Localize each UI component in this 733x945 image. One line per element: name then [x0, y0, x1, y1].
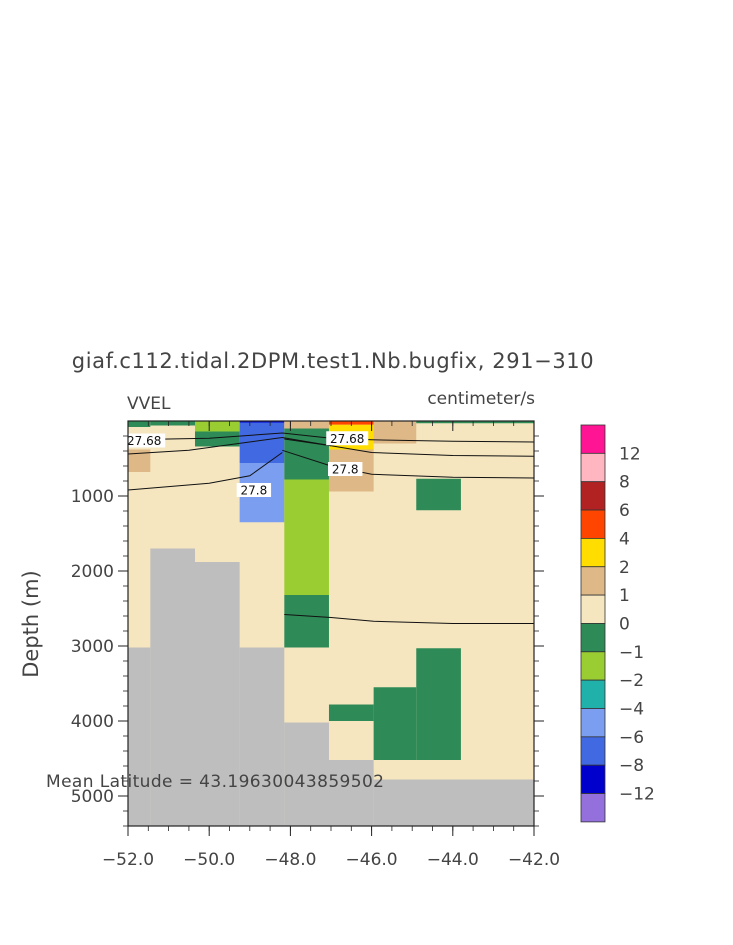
velocity-cell-21 — [328, 704, 374, 721]
velocity-cell-13 — [328, 449, 374, 463]
colorbar-swatch-0 — [580, 424, 606, 454]
y-axis-label: Depth (m) — [19, 570, 43, 677]
colorbar-swatch-7 — [580, 623, 606, 653]
contour-label-0: 27.68 — [127, 434, 161, 448]
contour-line-3 — [282, 449, 535, 479]
colorbar-label-6: 0 — [619, 614, 630, 634]
velocity-cell-20 — [373, 687, 417, 760]
land-cell-3 — [239, 647, 285, 826]
colorbar-swatch-3 — [580, 509, 606, 539]
x-tick-label-5: −42.0 — [508, 850, 560, 870]
contour-label-box-2 — [326, 431, 369, 446]
plot-axes: −52.0 −50.0 −48.0 −46.0 −44.0 −42.0 1000 2000 30… — [71, 420, 560, 870]
x-tick-label-0: −52.0 — [102, 850, 154, 870]
velocity-cell-18 — [416, 478, 461, 511]
y-tick-label-1: 2000 — [71, 562, 114, 582]
units-label: centimeter/s — [427, 389, 535, 409]
colorbar-swatch-1 — [580, 452, 606, 483]
contour-label-4: 27.8 — [241, 484, 268, 498]
land-mask — [128, 548, 534, 826]
colorbar-label-2: 6 — [619, 501, 630, 521]
colorbar-label-10: −6 — [619, 728, 644, 748]
colorbar: 12 8 6 4 2 1 0 −1 −2 −4 −6 −8 −12 — [580, 424, 655, 823]
velocity-cell-9 — [284, 479, 329, 595]
colorbar-swatch-10 — [580, 708, 606, 738]
colorbar-swatch-5 — [580, 566, 606, 596]
velocity-cell-1 — [150, 421, 195, 426]
colorbar-swatch-9 — [580, 679, 606, 709]
y-tick-label-4: 5000 — [71, 787, 114, 807]
mean-latitude-annotation: Mean Latitude = 43.19630043859502 — [46, 772, 384, 792]
variable-label: VVEL — [127, 394, 171, 414]
x-tick-label-2: −48.0 — [264, 850, 316, 870]
colorbar-swatch-6 — [580, 594, 606, 624]
contour-line-5 — [284, 614, 534, 624]
contour-label-box-3 — [328, 462, 363, 476]
colorbar-label-9: −4 — [619, 700, 644, 720]
contour-label-box-0 — [123, 433, 166, 448]
contour-label-3: 27.8 — [332, 463, 359, 477]
colorbar-label-0: 12 — [619, 444, 641, 464]
colorbar-swatch-2 — [580, 481, 606, 511]
velocity-cell-16 — [128, 449, 151, 472]
land-cell-6 — [373, 779, 534, 826]
land-cell-0 — [128, 647, 151, 826]
velocity-cell-7 — [284, 421, 329, 429]
colorbar-label-12: −12 — [619, 785, 655, 805]
velocity-cell-17 — [416, 421, 534, 424]
density-contours: 27.68 27.68 27.8 27.8 — [123, 431, 535, 624]
velocity-cell-10 — [284, 595, 329, 648]
colorbar-swatch-13 — [580, 793, 606, 823]
colorbar-label-4: 2 — [619, 558, 630, 578]
contour-label-2: 27.68 — [330, 432, 364, 446]
velocity-cell-3 — [194, 431, 240, 447]
colorbar-label-8: −2 — [619, 671, 644, 691]
x-tick-label-3: −46.0 — [346, 850, 398, 870]
land-cell-1 — [150, 548, 195, 826]
land-cell-5 — [328, 760, 374, 826]
x-tick-label-4: −44.0 — [427, 850, 479, 870]
velocity-cell-4 — [239, 421, 285, 423]
chart-title: giaf.c112.tidal.2DPM.test1.Nb.bugfix, 29… — [72, 349, 594, 373]
colorbar-swatch-11 — [580, 736, 606, 766]
velocity-cell-15 — [373, 421, 417, 444]
land-cell-4 — [284, 722, 329, 826]
y-tick-label-2: 3000 — [71, 637, 114, 657]
colorbar-label-7: −1 — [619, 643, 644, 663]
colorbar-swatch-8 — [580, 651, 606, 681]
colorbar-label-11: −8 — [619, 756, 644, 776]
velocity-cell-2 — [194, 421, 240, 432]
velocity-cell-19 — [416, 648, 461, 760]
y-tick-label-3: 4000 — [71, 712, 114, 732]
colorbar-swatch-4 — [580, 538, 606, 568]
land-cell-2 — [194, 562, 240, 826]
contour-label-box-4 — [236, 483, 272, 497]
velocity-cell-0 — [128, 421, 151, 427]
y-tick-label-0: 1000 — [71, 487, 114, 507]
colorbar-label-5: 1 — [619, 586, 630, 606]
x-tick-label-1: −50.0 — [183, 850, 235, 870]
colorbar-swatch-12 — [580, 764, 606, 794]
colorbar-label-1: 8 — [619, 473, 630, 493]
contour-line-2 — [284, 438, 332, 447]
contour-line-4 — [127, 452, 283, 491]
colorbar-label-3: 4 — [619, 529, 630, 549]
